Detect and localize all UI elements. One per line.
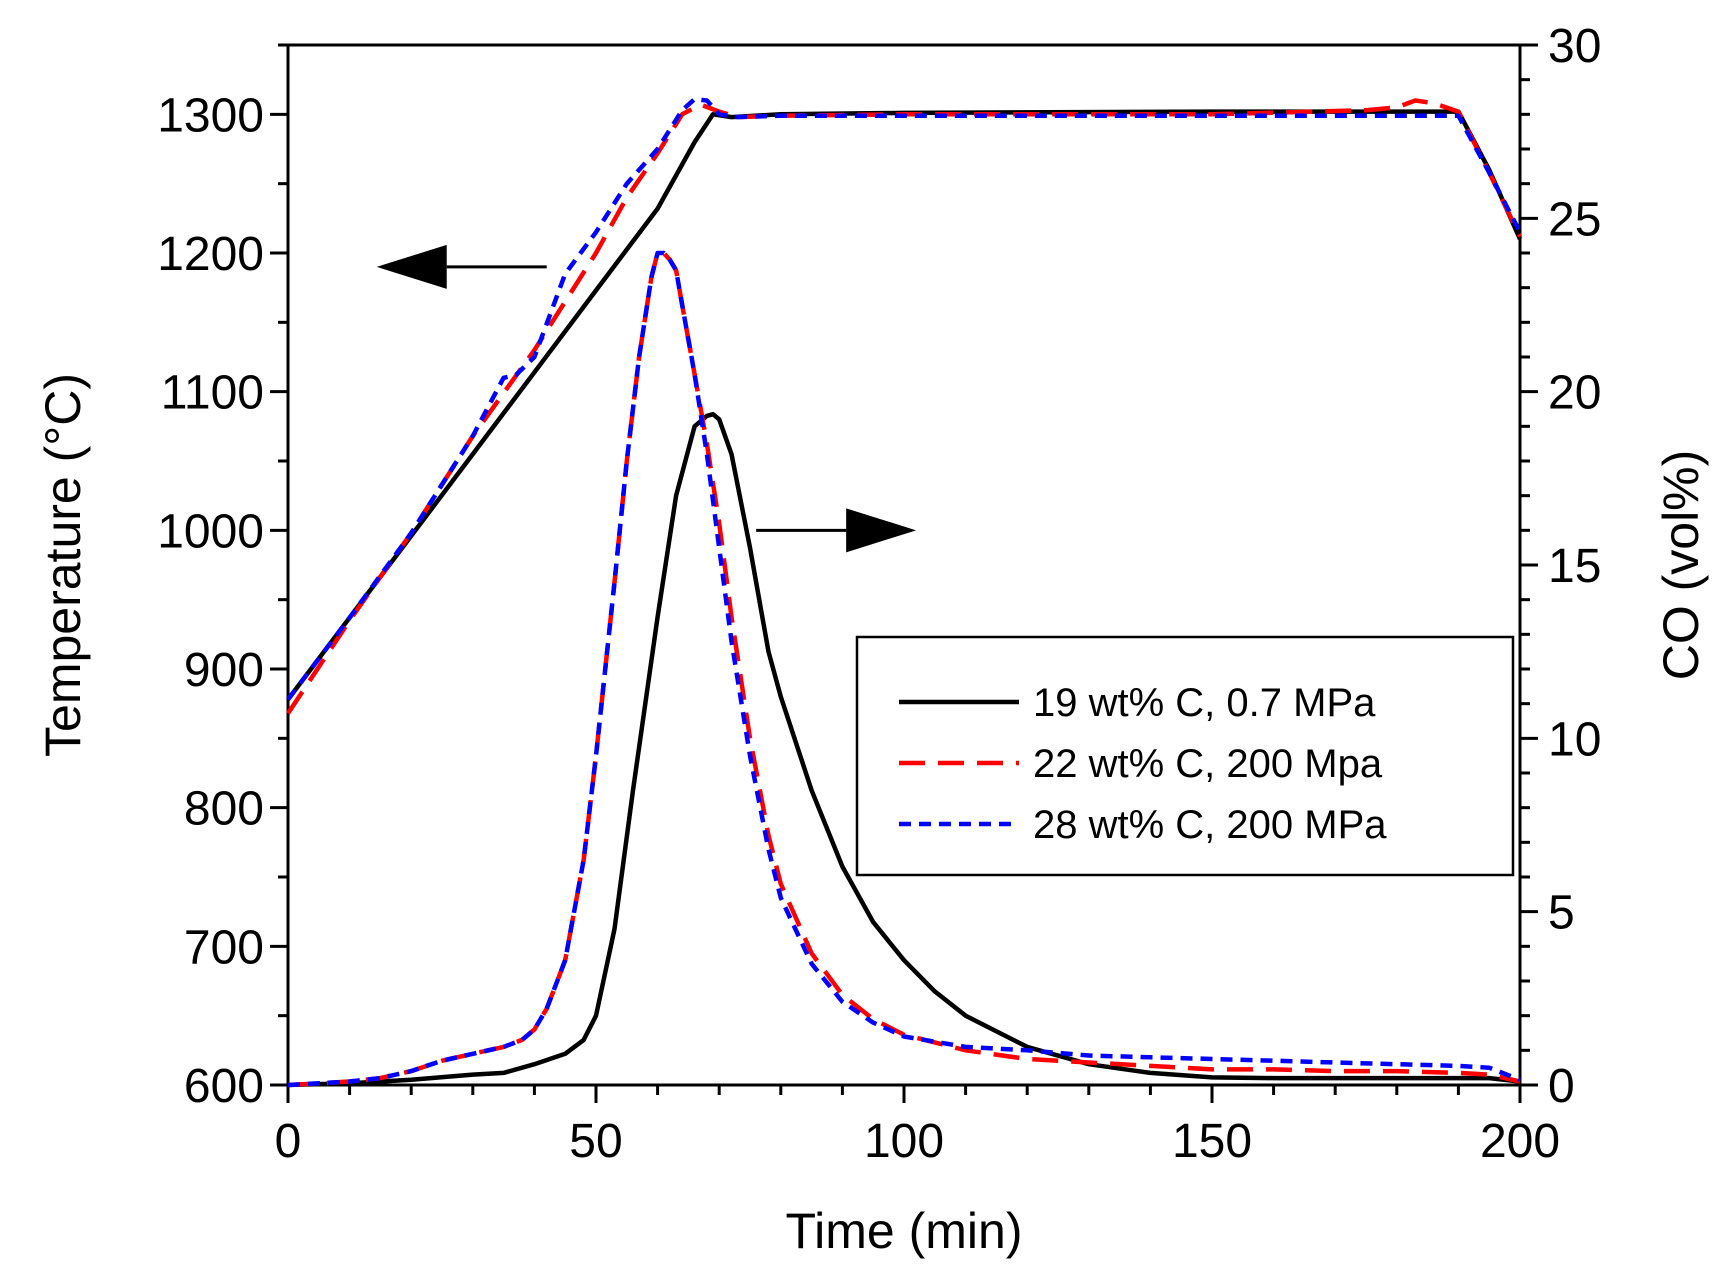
left-arrow-head [376, 244, 447, 289]
right-arrow-head [846, 508, 917, 553]
y-right-tick-label: 10 [1548, 713, 1601, 766]
x-tick-label: 150 [1172, 1115, 1252, 1168]
series-1-temperature-line [286, 109, 1523, 701]
legend-label-series-1: 19 wt% C, 0.7 MPa [1033, 681, 1376, 725]
x-tick-label: 50 [569, 1115, 622, 1168]
annotations-layer [376, 244, 917, 553]
y-left-tick-label: 600 [184, 1060, 264, 1113]
series-lines-layer [286, 96, 1523, 1088]
y-right-tick-label: 30 [1548, 20, 1601, 73]
plot-frame [286, 43, 1522, 1087]
y-left-axis-title: Temperature (°C) [35, 373, 91, 757]
series-2-temperature-line [286, 98, 1523, 715]
series-1-co-line [287, 411, 1521, 1088]
legend-label-series-2: 22 wt% C, 200 Mpa [1033, 742, 1383, 786]
y-right-tick-label: 25 [1548, 193, 1601, 246]
y-left-tick-label: 800 [184, 783, 264, 836]
y-right-tick-label: 20 [1548, 367, 1601, 420]
y-right-tick-label: 5 [1548, 887, 1575, 940]
x-tick-label: 200 [1480, 1115, 1560, 1168]
y-right-axis-title: CO (vol%) [1653, 450, 1709, 681]
legend-box [855, 635, 1515, 877]
y-left-tick-label: 900 [184, 644, 264, 697]
x-axis-title: Time (min) [785, 1203, 1022, 1259]
legend-label-series-3: 28 wt% C, 200 MPa [1033, 803, 1387, 847]
legend-layer: 19 wt% C, 0.7 MPa 22 wt% C, 200 Mpa 28 wt%… [855, 635, 1515, 877]
y-left-tick-label: 1100 [161, 367, 264, 420]
x-tick-label: 100 [864, 1115, 944, 1168]
series-3-temperature-line [286, 96, 1522, 701]
y-left-tick-label: 1300 [157, 89, 264, 142]
series-3-co-line [287, 250, 1521, 1088]
axis-ticks-layer: 0 50 100 150 2006007008009001000110012001300… [35, 20, 1709, 1259]
y-left-tick-label: 1200 [157, 228, 264, 281]
y-right-tick-label: 15 [1548, 540, 1601, 593]
y-left-tick-label: 700 [184, 921, 264, 974]
y-right-tick-label: 0 [1548, 1060, 1575, 1113]
x-tick-label: 0 [275, 1115, 302, 1168]
y-left-tick-label: 1000 [157, 505, 264, 558]
plot-frame-layer [286, 43, 1522, 1087]
